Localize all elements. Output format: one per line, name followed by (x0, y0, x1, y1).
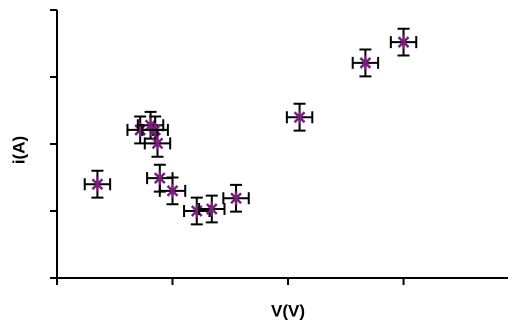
point (190, 204, 203, 218)
point (151, 136, 164, 151)
point (91, 177, 104, 192)
point (205, 201, 218, 216)
x-axis-label: V(V) (271, 301, 305, 320)
point (293, 110, 306, 125)
point (397, 35, 410, 50)
point (153, 171, 166, 186)
point (166, 183, 179, 198)
point (230, 191, 242, 206)
point (359, 55, 372, 70)
y-axis-label: i(A) (9, 136, 28, 164)
